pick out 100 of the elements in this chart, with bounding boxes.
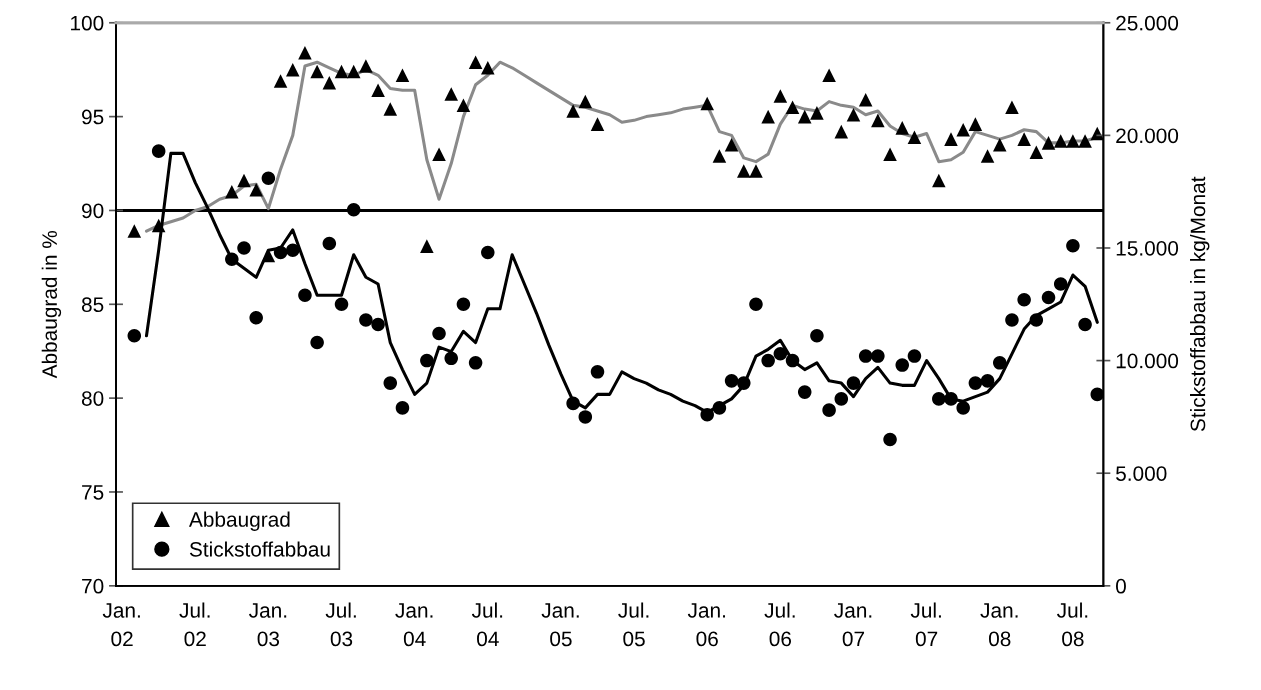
point	[1066, 238, 1080, 253]
point	[249, 183, 263, 197]
point	[371, 317, 385, 332]
point	[590, 365, 605, 379]
point	[724, 374, 739, 388]
point	[749, 297, 763, 312]
point	[322, 236, 337, 251]
point	[858, 349, 873, 363]
point	[1066, 134, 1080, 148]
legend-label: Stickstoffabbau	[189, 541, 330, 557]
x-tick-label: Jul. 05	[618, 602, 649, 647]
legend-label: Abbaugrad	[188, 511, 290, 531]
point	[834, 392, 849, 406]
y-tick-label: 85	[81, 297, 104, 313]
point	[797, 385, 812, 399]
point	[1041, 290, 1056, 305]
x-tick-label: Jan. 08	[980, 603, 1018, 647]
point	[712, 149, 727, 163]
point	[968, 376, 983, 390]
point	[481, 245, 495, 260]
point	[346, 202, 361, 217]
point	[822, 68, 836, 83]
point	[420, 353, 434, 368]
point	[871, 113, 885, 128]
y2-tick-label: 25.000	[1116, 15, 1179, 31]
point	[700, 96, 714, 111]
point	[456, 297, 471, 312]
point	[371, 83, 385, 98]
point	[1005, 313, 1019, 327]
point	[810, 329, 824, 343]
point	[797, 109, 812, 124]
x-tick-label: Jul. 06	[764, 602, 795, 647]
x-tick-label: Jan. 07	[834, 603, 872, 647]
y-tick-label: 75	[82, 485, 104, 500]
y-axis-title: Abbaugrad in %	[41, 230, 62, 379]
point	[346, 64, 361, 79]
x-tick-label: Jul. 02	[179, 602, 210, 647]
point	[444, 351, 458, 366]
x-tick-label: Jul. 08	[1057, 602, 1088, 647]
y2-tick-label: 10.000	[1116, 353, 1179, 369]
point	[432, 147, 446, 161]
point	[578, 410, 593, 424]
point	[1017, 293, 1031, 307]
x-tick-label: Jan. 02	[102, 603, 140, 647]
point	[237, 241, 251, 255]
point	[298, 46, 312, 60]
y-tick-label: 95	[82, 109, 104, 125]
point	[944, 132, 958, 146]
x-tick-label: Jul. 04	[471, 602, 503, 647]
point	[761, 353, 775, 368]
point	[883, 432, 897, 447]
point	[980, 374, 995, 388]
point	[566, 104, 580, 118]
point	[907, 130, 922, 145]
point	[1041, 136, 1056, 150]
y-tick-label: 90	[82, 203, 104, 219]
point	[907, 349, 922, 363]
point	[1005, 100, 1019, 114]
point	[737, 164, 751, 178]
point	[285, 243, 300, 258]
point	[846, 376, 861, 390]
point	[444, 87, 458, 101]
point	[285, 62, 300, 77]
point	[932, 392, 946, 406]
point	[273, 74, 288, 88]
point	[578, 94, 593, 109]
y2-tick-label: 5.000	[1116, 466, 1167, 481]
point	[322, 76, 337, 90]
point	[1017, 132, 1031, 146]
point	[225, 184, 239, 199]
point	[261, 171, 276, 185]
point	[420, 239, 434, 253]
x-tick-label: Jul. 03	[325, 602, 356, 647]
point	[1053, 134, 1068, 148]
y2-tick-label: 15.000	[1116, 240, 1179, 256]
point	[334, 64, 349, 79]
point	[383, 376, 398, 390]
point	[225, 252, 239, 267]
point	[737, 376, 751, 390]
point	[773, 347, 788, 361]
point	[334, 297, 349, 312]
point	[724, 137, 739, 152]
y-tick-label: 80	[81, 391, 104, 406]
point	[1090, 387, 1104, 402]
point	[1029, 313, 1044, 327]
point	[432, 326, 446, 341]
point	[359, 313, 373, 327]
point	[980, 149, 995, 163]
point	[895, 358, 910, 372]
point	[310, 64, 324, 79]
y2-axis-title: Stickstoffabbau in kg/Monat	[1190, 176, 1210, 432]
point	[273, 245, 288, 260]
point	[749, 164, 763, 178]
point	[992, 137, 1007, 152]
x-tick-label: Jul. 07	[910, 602, 941, 647]
point	[566, 396, 580, 411]
point	[944, 392, 958, 406]
point	[968, 117, 983, 131]
point	[383, 102, 398, 116]
x-tick-label: Jan. 06	[687, 603, 725, 647]
